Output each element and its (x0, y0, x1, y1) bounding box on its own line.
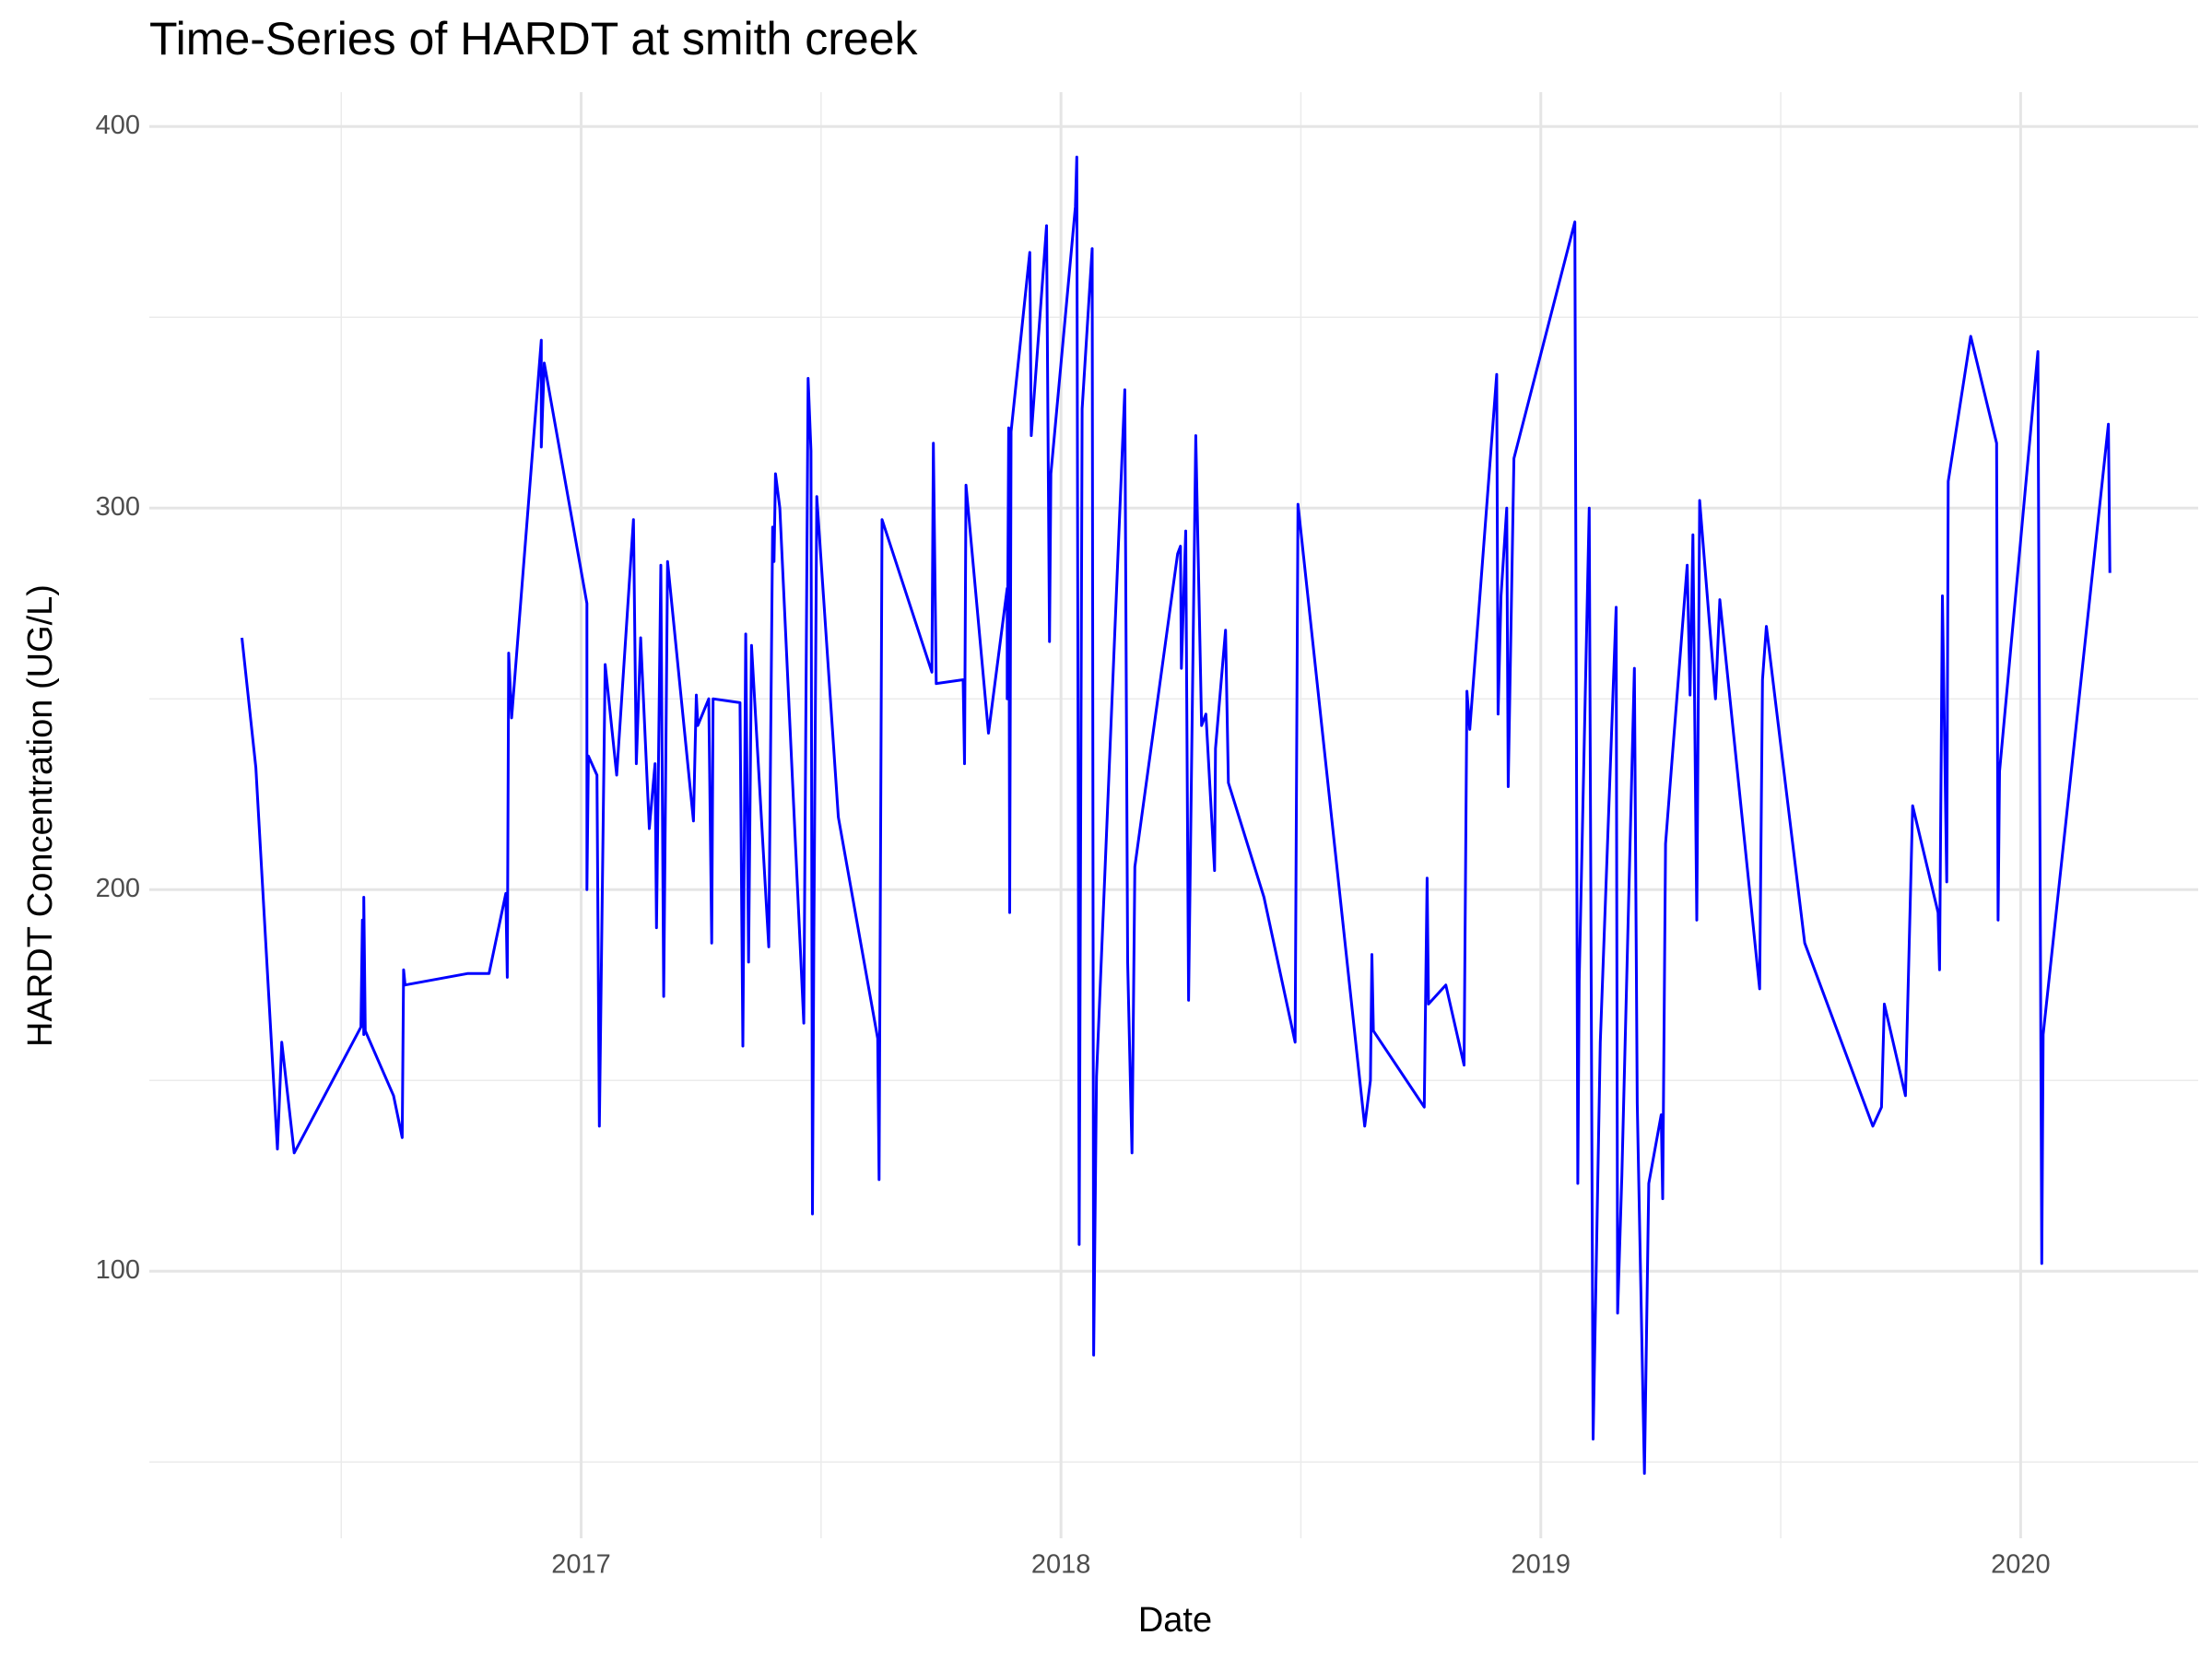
y-tick-label: 400 (96, 111, 140, 140)
y-tick-label: 100 (96, 1255, 140, 1285)
x-tick-label: 2017 (551, 1550, 611, 1580)
x-tick-label: 2018 (1031, 1550, 1091, 1580)
x-tick-label: 2020 (1991, 1550, 2051, 1580)
y-tick-label: 200 (96, 874, 140, 903)
data-line (241, 155, 2112, 1476)
y-axis-label: HARDT Concentration (UG/L) (21, 584, 60, 1047)
x-axis-label: Date (1138, 1601, 1212, 1640)
x-tick-label: 2019 (1512, 1550, 1571, 1580)
y-tick-label: 300 (96, 492, 140, 522)
chart-title: Time-Series of HARDT at smith creek (149, 13, 919, 65)
